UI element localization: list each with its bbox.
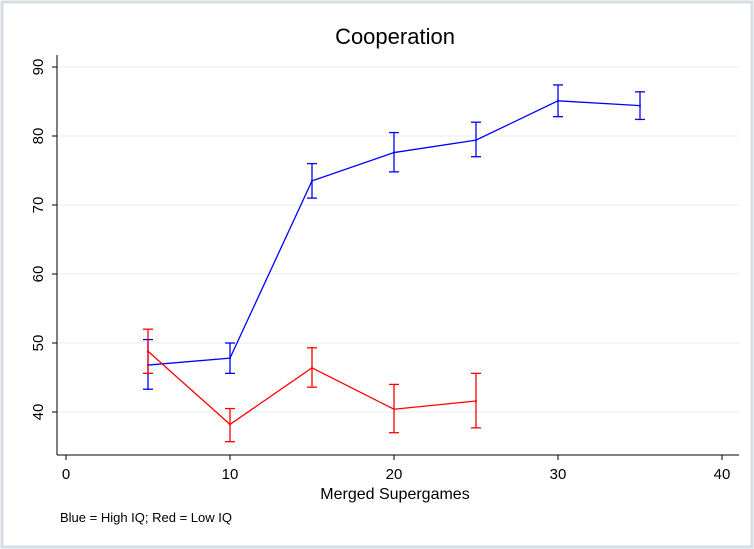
x-tick-label-20: 20 (386, 466, 403, 483)
y-tick-label-60: 60 (30, 266, 47, 283)
x-tick-label-40: 40 (714, 466, 731, 483)
series-0-point-2 (311, 179, 313, 182)
series-1-point-3 (393, 408, 395, 411)
x-tick-label-0: 0 (62, 466, 70, 483)
y-tick-label-90: 90 (30, 59, 47, 76)
series-0-point-1 (229, 357, 231, 360)
x-axis-ticks: 0 10 20 30 40 (62, 455, 731, 483)
y-axis-ticks: 40 50 60 70 80 90 (30, 59, 57, 421)
series-0-point-4 (475, 139, 477, 142)
x-tick-label-30: 30 (550, 466, 567, 483)
chart-title: Cooperation (335, 24, 455, 49)
series-0-point-3 (393, 151, 395, 154)
series-1 (143, 328, 481, 443)
series-1-point-2 (311, 366, 313, 369)
y-tick-label-70: 70 (30, 197, 47, 214)
y-tick-label-80: 80 (30, 128, 47, 145)
gridlines (57, 66, 739, 413)
y-tick-label-50: 50 (30, 335, 47, 352)
legend-note: Blue = High IQ; Red = Low IQ (60, 510, 232, 525)
x-tick-label-10: 10 (222, 466, 239, 483)
series-layer (143, 84, 645, 443)
series-0-point-5 (557, 99, 559, 102)
series-1-point-1 (229, 423, 231, 426)
series-1-point-4 (475, 399, 477, 402)
y-tick-label-40: 40 (30, 404, 47, 421)
series-1-point-0 (147, 350, 149, 353)
axes (56, 55, 739, 456)
series-0-point-6 (639, 104, 641, 107)
plot-area (57, 50, 739, 455)
x-axis-label: Merged Supergames (320, 486, 469, 503)
